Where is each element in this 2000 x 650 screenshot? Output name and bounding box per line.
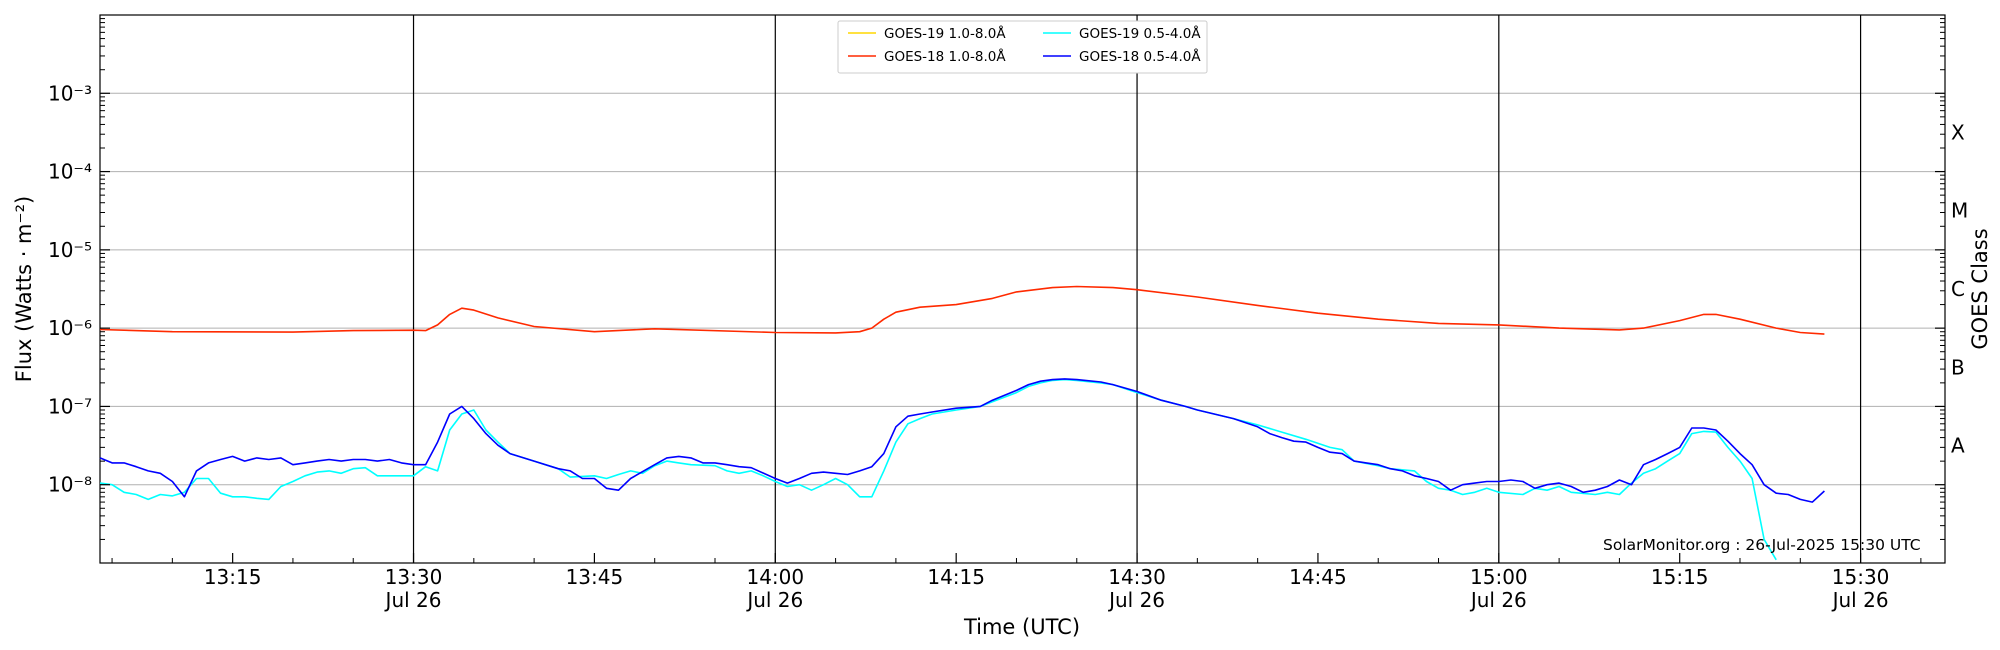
- x-axis-title: Time (UTC): [963, 615, 1080, 639]
- goes-class-label: C: [1951, 277, 1965, 301]
- y-tick-label: 10⁻⁵: [48, 238, 92, 262]
- x-tick-label: 14:45: [1289, 565, 1347, 589]
- goes-class-label: B: [1951, 355, 1965, 379]
- legend-label: GOES-19 0.5-4.0Å: [1079, 25, 1201, 42]
- legend-label: GOES-18 1.0-8.0Å: [884, 48, 1006, 65]
- legend: GOES-19 1.0-8.0Å GOES-18 1.0-8.0Å GOES-19 …: [837, 20, 1208, 74]
- y-axis-title: Flux (Watts · m⁻²): [12, 196, 36, 382]
- x-tick-label: 13:15: [204, 565, 262, 589]
- x-tick-date-label: Jul 26: [1469, 588, 1527, 612]
- series-line-goes-18-1-0-8-0: [99, 285, 1825, 335]
- x-tick-date-label: Jul 26: [1107, 588, 1165, 612]
- y-axis-ticks: 10⁻⁸ 10⁻⁷ 10⁻⁶ 10⁻⁵ 10⁻⁴ 10⁻³: [48, 18, 1945, 540]
- x-tick-label: 13:30: [385, 565, 443, 589]
- x-tick-label: 13:45: [566, 565, 624, 589]
- x-tick-date-label: Jul 26: [1831, 588, 1889, 612]
- goes-class-label: M: [1951, 199, 1968, 223]
- x-tick-label: 14:30: [1108, 565, 1166, 589]
- x-tick-label: 14:00: [746, 565, 804, 589]
- y-tick-label: 10⁻⁷: [48, 394, 92, 418]
- y-tick-label: 10⁻⁴: [48, 160, 92, 184]
- grid-lines: [100, 92, 1945, 486]
- x-tick-label: 15:30: [1832, 565, 1890, 589]
- legend-label: GOES-18 0.5-4.0Å: [1079, 48, 1201, 65]
- y-tick-label: 10⁻⁶: [48, 316, 92, 340]
- series-line-goes-18-0-5-4-0: [99, 378, 1825, 503]
- goes-class-labels: X M C B A: [1951, 120, 1968, 457]
- y-tick-label: 10⁻³: [48, 81, 92, 105]
- y-tick-label: 10⁻⁸: [48, 473, 92, 497]
- series-lines: [99, 285, 1825, 561]
- x-tick-label: 14:15: [927, 565, 985, 589]
- goes-class-label: A: [1951, 434, 1965, 458]
- x-tick-date-label: Jul 26: [745, 588, 803, 612]
- x-tick-label: 15:15: [1651, 565, 1709, 589]
- plot-frame: [99, 14, 1946, 564]
- x-tick-date-label: Jul 26: [384, 588, 442, 612]
- source-annotation: SolarMonitor.org : 26-Jul-2025 15:30 UTC: [1603, 536, 1921, 554]
- x-tick-label: 15:00: [1470, 565, 1528, 589]
- right-y-axis-title: GOES Class: [1968, 228, 1992, 349]
- legend-box: [837, 20, 1208, 74]
- legend-label: GOES-19 1.0-8.0Å: [884, 25, 1006, 42]
- goes-class-label: X: [1951, 120, 1965, 144]
- series-line-goes-19-0-5-4-0: [99, 378, 1777, 561]
